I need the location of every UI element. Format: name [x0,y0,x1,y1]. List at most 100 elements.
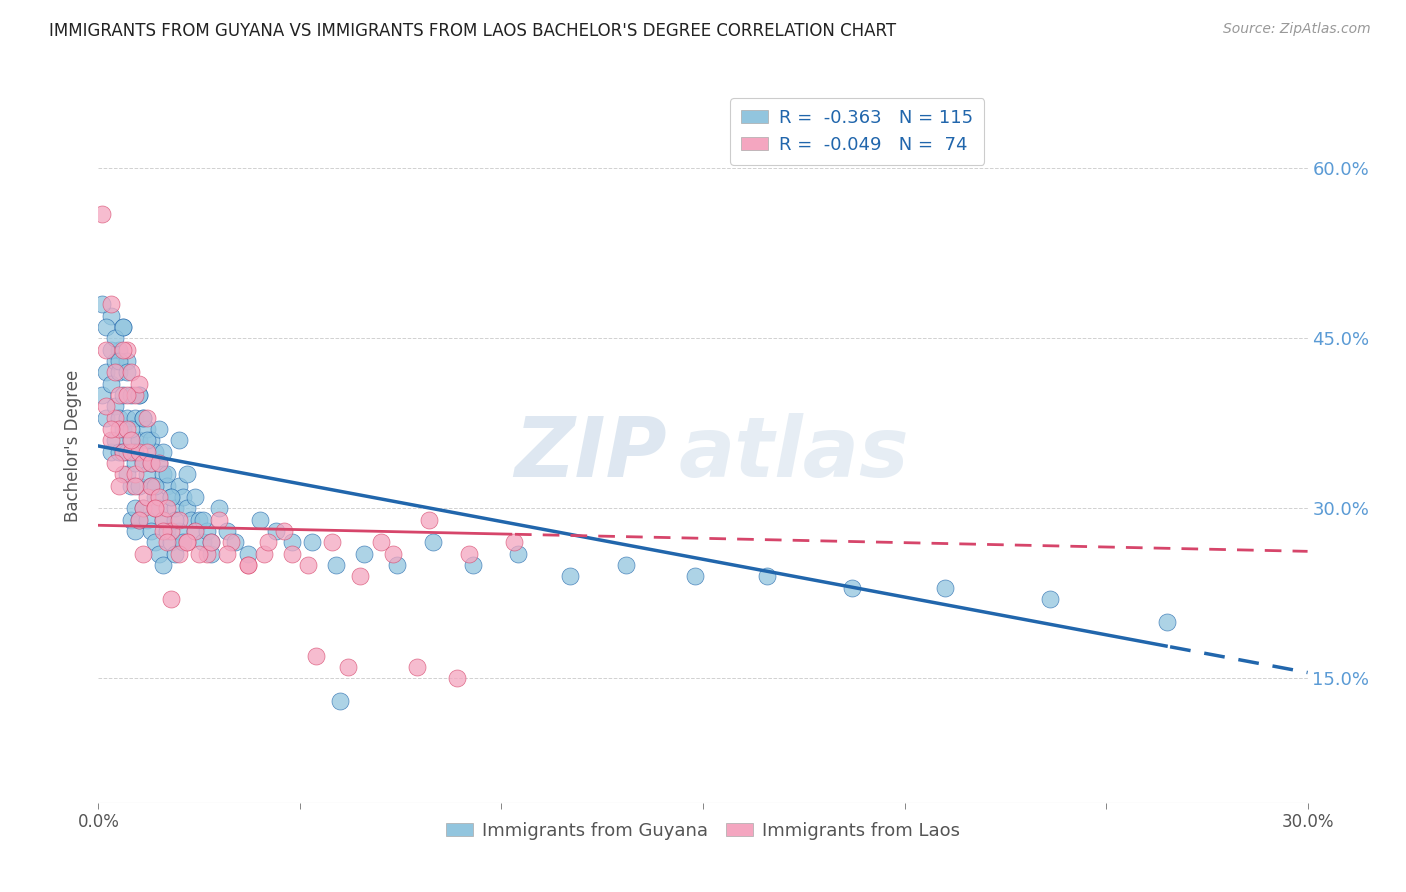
Point [143,535,166,549]
Point [139,456,162,470]
Point [96,343,118,357]
Point [167,478,190,492]
Point [107,478,129,492]
Point [115,343,138,357]
Point [148,490,170,504]
Point [934,581,956,595]
Point [184,524,207,538]
Point [353,547,375,561]
Point [132,501,155,516]
Point [111,444,134,458]
Legend: Immigrants from Guyana, Immigrants from Laos: Immigrants from Guyana, Immigrants from … [439,815,967,847]
Point [297,558,319,572]
Point [236,558,259,572]
Point [463,558,485,572]
Point [120,513,142,527]
Point [200,535,222,549]
Point [143,444,166,458]
Point [135,490,157,504]
Point [418,513,440,527]
Point [132,410,155,425]
Point [91,207,114,221]
Point [184,524,207,538]
Point [172,535,194,549]
Point [111,422,134,436]
Point [124,456,146,470]
Point [281,535,304,549]
Point [281,547,304,561]
Point [160,591,183,606]
Point [152,524,174,538]
Point [1156,615,1178,629]
Point [103,354,125,368]
Point [96,320,118,334]
Point [111,343,134,357]
Point [103,456,125,470]
Point [163,547,186,561]
Point [217,524,239,538]
Point [91,388,114,402]
Point [103,434,125,448]
Point [132,547,155,561]
Point [349,569,371,583]
Point [381,547,404,561]
Point [224,535,246,549]
Point [184,490,207,504]
Point [208,501,231,516]
Point [107,365,129,379]
Point [148,456,170,470]
Point [221,535,243,549]
Point [100,434,122,448]
Point [107,343,129,357]
Point [172,490,194,504]
Point [115,354,138,368]
Point [120,365,142,379]
Point [329,694,352,708]
Point [236,547,259,561]
Point [111,467,134,482]
Point [156,535,179,549]
Point [111,444,134,458]
Point [193,513,215,527]
Point [264,524,287,538]
Point [115,410,138,425]
Point [100,309,122,323]
Point [152,558,174,572]
Point [107,354,129,368]
Point [139,434,162,448]
Point [128,478,150,492]
Text: IMMIGRANTS FROM GUYANA VS IMMIGRANTS FROM LAOS BACHELOR'S DEGREE CORRELATION CHA: IMMIGRANTS FROM GUYANA VS IMMIGRANTS FRO… [49,22,897,40]
Point [208,513,231,527]
Point [176,467,198,482]
Point [139,524,162,538]
Point [135,513,157,527]
Point [91,297,114,311]
Point [120,388,142,402]
Point [305,648,328,663]
Point [132,501,155,516]
Point [115,467,138,482]
Point [148,547,170,561]
Point [124,524,146,538]
Point [249,513,271,527]
Point [180,513,202,527]
Point [167,524,190,538]
Point [128,388,150,402]
Point [370,535,392,549]
Point [256,535,278,549]
Point [188,547,211,561]
Point [273,524,295,538]
Point [115,444,138,458]
Point [100,376,122,391]
Point [200,547,222,561]
Point [132,410,155,425]
Point [176,501,198,516]
Text: ZIP: ZIP [515,413,666,493]
Point [135,434,157,448]
Point [100,297,122,311]
Point [132,456,155,470]
Point [156,478,179,492]
Point [107,422,129,436]
Point [156,524,179,538]
Point [152,513,174,527]
